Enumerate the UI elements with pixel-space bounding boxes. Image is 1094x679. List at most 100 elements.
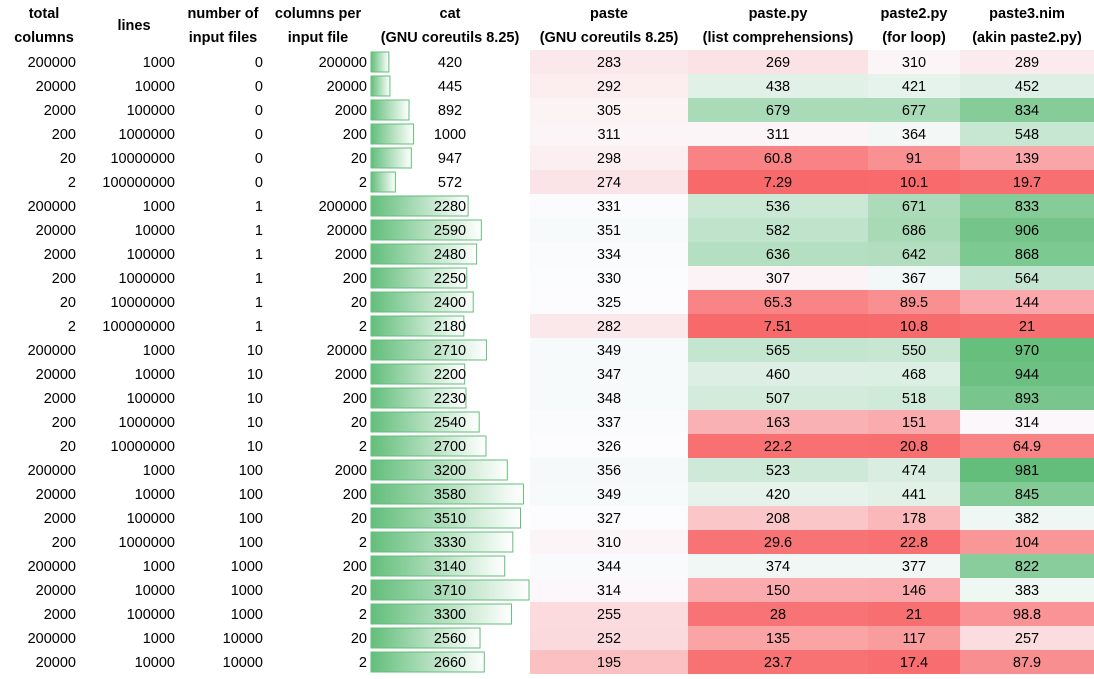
cell-value: 468 — [902, 367, 926, 383]
data-bar — [370, 195, 469, 217]
cell-value: 200 — [343, 487, 367, 503]
cell-value: 2230 — [434, 391, 466, 407]
cell-value: 135 — [766, 631, 790, 647]
cell-value: 686 — [902, 223, 926, 239]
cell-value: 892 — [438, 103, 462, 119]
cell-value: 1 — [255, 247, 263, 263]
cell-value: 3300 — [434, 607, 466, 623]
cell-value: 100000 — [127, 391, 175, 407]
cell-value: 822 — [1015, 559, 1039, 575]
color-cell — [688, 482, 868, 506]
cell-value: 289 — [1015, 55, 1039, 71]
data-bar — [370, 147, 412, 169]
cell-value: 330 — [597, 271, 621, 287]
cell-value: 100000 — [127, 511, 175, 527]
color-cell — [868, 314, 960, 338]
cell-value: 3710 — [434, 583, 466, 599]
color-cell — [960, 578, 1094, 602]
cell-value: 252 — [597, 631, 621, 647]
cell-value: 2590 — [434, 223, 466, 239]
color-cell — [688, 50, 868, 74]
cell-value: 548 — [1015, 127, 1039, 143]
color-cell — [960, 650, 1094, 674]
data-bar — [370, 315, 465, 337]
data-bar — [370, 99, 410, 121]
color-cell — [688, 578, 868, 602]
cell-value: 150 — [766, 583, 790, 599]
cell-value: 2 — [68, 175, 76, 191]
cell-value: 2000 — [335, 463, 367, 479]
cell-value: 671 — [902, 199, 926, 215]
cell-value: 20000 — [36, 223, 76, 239]
color-cell — [868, 170, 960, 194]
cell-value: 326 — [597, 439, 621, 455]
cell-value: 347 — [597, 367, 621, 383]
color-cell — [530, 602, 688, 626]
cell-value: 195 — [597, 655, 621, 671]
cell-value: 1 — [255, 199, 263, 215]
cell-value: 200 — [343, 271, 367, 287]
color-cell — [960, 554, 1094, 578]
column-header: total — [29, 6, 60, 22]
column-header: cat — [440, 6, 461, 22]
cell-value: 474 — [902, 463, 926, 479]
cell-value: 564 — [1015, 271, 1039, 287]
color-cell — [960, 290, 1094, 314]
color-cell — [688, 506, 868, 530]
cell-value: 20 — [60, 439, 76, 455]
cell-value: 981 — [1015, 463, 1039, 479]
color-cell — [530, 242, 688, 266]
cell-value: 208 — [766, 511, 790, 527]
cell-value: 2000 — [335, 367, 367, 383]
cell-value: 2540 — [434, 415, 466, 431]
cell-value: 421 — [902, 79, 926, 95]
color-cell — [960, 146, 1094, 170]
cell-value: 200000 — [28, 343, 76, 359]
color-cell — [688, 98, 868, 122]
color-cell — [960, 626, 1094, 650]
color-cell — [688, 410, 868, 434]
color-cell — [960, 362, 1094, 386]
cell-value: 1000 — [143, 55, 175, 71]
cell-value: 893 — [1015, 391, 1039, 407]
color-cell — [868, 290, 960, 314]
cell-value: 200000 — [28, 631, 76, 647]
cell-value: 2000 — [44, 247, 76, 263]
cell-value: 1000000 — [119, 271, 175, 287]
data-bar — [370, 243, 478, 265]
cell-value: 565 — [766, 343, 790, 359]
cell-value: 868 — [1015, 247, 1039, 263]
cell-value: 3580 — [434, 487, 466, 503]
cell-value: 200 — [52, 415, 76, 431]
cell-value: 2000 — [44, 607, 76, 623]
color-cell — [960, 266, 1094, 290]
cell-value: 834 — [1015, 103, 1039, 119]
cell-value: 200 — [343, 559, 367, 575]
color-cell — [868, 458, 960, 482]
column-header: (list comprehensions) — [703, 30, 854, 46]
cell-value: 10 — [247, 367, 263, 383]
color-cell — [530, 362, 688, 386]
color-cell — [688, 602, 868, 626]
cell-value: 10000 — [135, 79, 175, 95]
cell-value: 2 — [359, 655, 367, 671]
cell-value: 20 — [351, 295, 367, 311]
cell-value: 64.9 — [1013, 439, 1041, 455]
cell-value: 60.8 — [764, 151, 792, 167]
cell-value: 845 — [1015, 487, 1039, 503]
cell-value: 20 — [351, 583, 367, 599]
cell-value: 200 — [343, 391, 367, 407]
cell-value: 146 — [902, 583, 926, 599]
cell-value: 22.2 — [764, 439, 792, 455]
color-cell — [530, 290, 688, 314]
cell-value: 10000 — [135, 223, 175, 239]
color-cell — [530, 266, 688, 290]
cell-value: 10000 — [135, 655, 175, 671]
color-cell — [688, 242, 868, 266]
cell-value: 518 — [902, 391, 926, 407]
color-cell — [530, 434, 688, 458]
color-cell — [868, 578, 960, 602]
column-header: (for loop) — [882, 30, 946, 46]
cell-value: 1000000 — [119, 415, 175, 431]
color-cell — [530, 554, 688, 578]
